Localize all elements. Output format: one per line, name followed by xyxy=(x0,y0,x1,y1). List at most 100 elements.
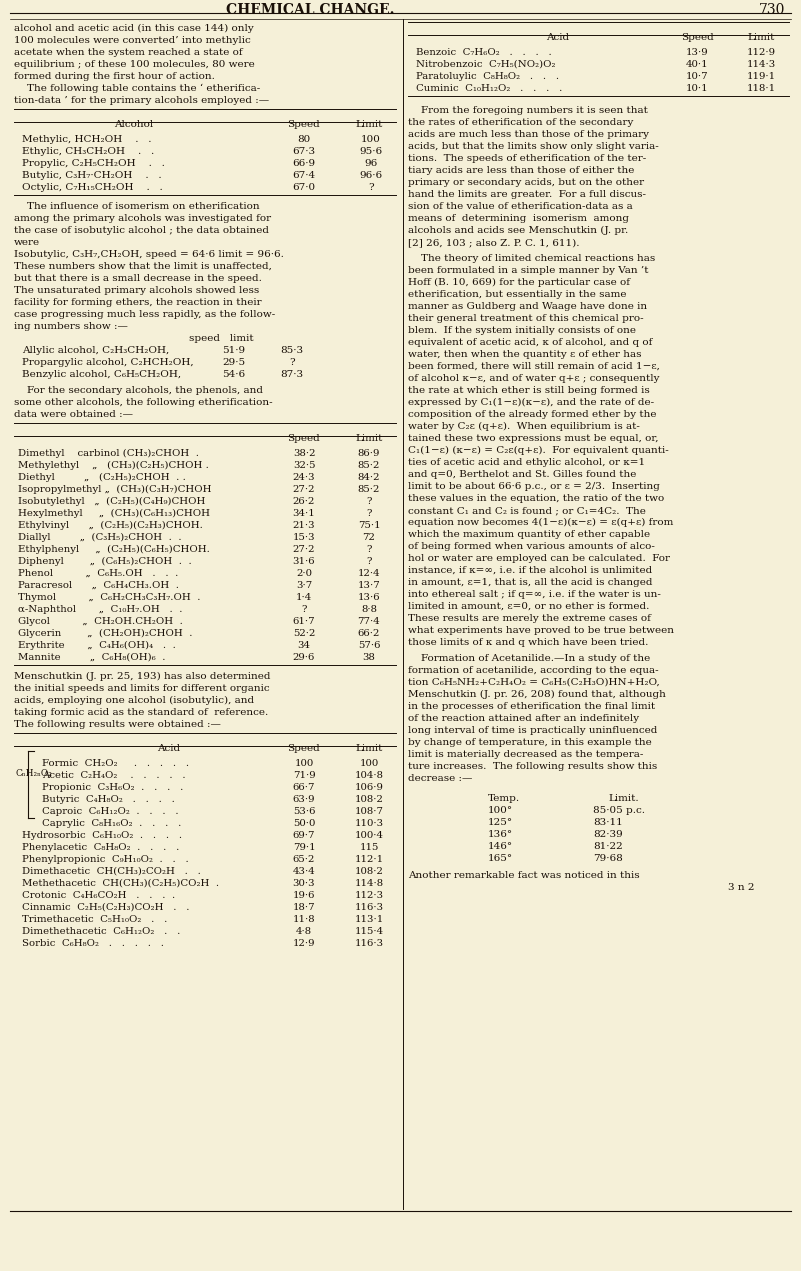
Text: Caproic  C₆H₁₂O₂  .   .   .   .: Caproic C₆H₁₂O₂ . . . . xyxy=(42,807,179,816)
Text: 66·2: 66·2 xyxy=(358,629,380,638)
Text: acetate when the system reached a state of: acetate when the system reached a state … xyxy=(14,48,243,57)
Text: Menschutkin (J. pr. 25, 193) has also determined: Menschutkin (J. pr. 25, 193) has also de… xyxy=(14,672,271,681)
Text: 12·4: 12·4 xyxy=(358,569,380,578)
Text: limit is materially decreased as the tempera-: limit is materially decreased as the tem… xyxy=(408,750,643,759)
Text: Glycerin        „  (CH₂OH)₂CHOH  .: Glycerin „ (CH₂OH)₂CHOH . xyxy=(18,629,192,638)
Text: 31·6: 31·6 xyxy=(292,557,316,566)
Text: 61·7: 61·7 xyxy=(292,616,316,627)
Text: expressed by C₁(1−ε)(κ−ε), and the rate of de-: expressed by C₁(1−ε)(κ−ε), and the rate … xyxy=(408,398,654,407)
Text: Isobutylethyl   „  (C₂H₅)(C₄H₉)CHOH: Isobutylethyl „ (C₂H₅)(C₄H₉)CHOH xyxy=(18,497,205,506)
Text: Formation of Acetanilide.—In a study of the: Formation of Acetanilide.—In a study of … xyxy=(408,655,650,663)
Text: 108·2: 108·2 xyxy=(355,867,384,876)
Text: Hoff (B. 10, 669) for the particular case of: Hoff (B. 10, 669) for the particular cas… xyxy=(408,278,630,287)
Text: alcohol and acetic acid (in this case 144) only: alcohol and acetic acid (in this case 14… xyxy=(14,24,254,33)
Text: Trimethacetic  C₅H₁₀O₂   .   .: Trimethacetic C₅H₁₀O₂ . . xyxy=(22,915,167,924)
Text: 19·6: 19·6 xyxy=(292,891,316,900)
Text: 100·4: 100·4 xyxy=(355,831,384,840)
Text: 85·3: 85·3 xyxy=(280,346,304,355)
Text: hol or water are employed can be calculated.  For: hol or water are employed can be calcula… xyxy=(408,554,670,563)
Text: 67·4: 67·4 xyxy=(292,172,316,180)
Text: 13·9: 13·9 xyxy=(686,48,708,57)
Text: 26·2: 26·2 xyxy=(293,497,315,506)
Text: Acid: Acid xyxy=(546,33,570,42)
Text: 119·1: 119·1 xyxy=(747,72,775,81)
Text: 11·8: 11·8 xyxy=(292,915,316,924)
Text: ?: ? xyxy=(289,358,295,367)
Text: composition of the already formed ether by the: composition of the already formed ether … xyxy=(408,411,657,419)
Text: among the primary alcohols was investigated for: among the primary alcohols was investiga… xyxy=(14,214,271,222)
Text: manner as Guldberg and Waage have done in: manner as Guldberg and Waage have done i… xyxy=(408,302,647,311)
Text: formed during the first hour of action.: formed during the first hour of action. xyxy=(14,72,215,81)
Text: 81·22: 81·22 xyxy=(593,841,622,852)
Text: 85·2: 85·2 xyxy=(358,461,380,470)
Text: 100: 100 xyxy=(360,759,379,768)
Text: tion C₆H₅NH₂+C₂H₄O₂ = C₆H₅(C₂H₃O)HN+H₂O,: tion C₆H₅NH₂+C₂H₄O₂ = C₆H₅(C₂H₃O)HN+H₂O, xyxy=(408,677,660,688)
Text: 38·2: 38·2 xyxy=(292,449,316,458)
Text: 116·3: 116·3 xyxy=(354,939,384,948)
Text: those limits of κ and q which have been tried.: those limits of κ and q which have been … xyxy=(408,638,648,647)
Text: 32·5: 32·5 xyxy=(292,461,316,470)
Text: 100 molecules were converted’ into methylic: 100 molecules were converted’ into methy… xyxy=(14,36,251,44)
Text: ?: ? xyxy=(301,605,307,614)
Text: 13·6: 13·6 xyxy=(358,594,380,602)
Text: From the foregoing numbers it is seen that: From the foregoing numbers it is seen th… xyxy=(408,105,648,114)
Text: Speed: Speed xyxy=(288,119,320,128)
Text: Acid: Acid xyxy=(158,744,180,752)
Text: Ethylic, CH₃CH₂OH    .   .: Ethylic, CH₃CH₂OH . . xyxy=(22,147,155,156)
Text: Limit: Limit xyxy=(747,33,775,42)
Text: Erythrite       „  C₄H₆(OH)₄   .  .: Erythrite „ C₄H₆(OH)₄ . . xyxy=(18,641,176,651)
Text: ing numbers show :—: ing numbers show :— xyxy=(14,322,128,330)
Text: 86·9: 86·9 xyxy=(358,449,380,458)
Text: taking formic acid as the standard of  reference.: taking formic acid as the standard of re… xyxy=(14,708,268,717)
Text: instance, if κ=∞, i.e. if the alcohol is unlimited: instance, if κ=∞, i.e. if the alcohol is… xyxy=(408,566,652,574)
Text: long interval of time is practically uninfluenced: long interval of time is practically uni… xyxy=(408,726,658,735)
Text: Isobutylic, C₃H₇,CH₂OH, speed = 64·6 limit = 96·6.: Isobutylic, C₃H₇,CH₂OH, speed = 64·6 lim… xyxy=(14,250,284,259)
Text: and q=0, Berthelot and St. Gilles found the: and q=0, Berthelot and St. Gilles found … xyxy=(408,470,636,479)
Text: Acetic  C₂H₄O₂    .   .   .   .   .: Acetic C₂H₄O₂ . . . . . xyxy=(42,771,186,780)
Text: 15·3: 15·3 xyxy=(292,533,316,541)
Text: Paratoluylic  C₈H₈O₂   .   .   .: Paratoluylic C₈H₈O₂ . . . xyxy=(416,72,559,81)
Text: 104·8: 104·8 xyxy=(355,771,384,780)
Text: 79·68: 79·68 xyxy=(593,854,622,863)
Text: facility for forming ethers, the reaction in their: facility for forming ethers, the reactio… xyxy=(14,297,262,308)
Text: 116·3: 116·3 xyxy=(354,902,384,913)
Text: Temp.: Temp. xyxy=(488,794,520,803)
Text: Limit: Limit xyxy=(356,119,383,128)
Text: tion-data ’ for the primary alcohols employed :—: tion-data ’ for the primary alcohols emp… xyxy=(14,97,269,105)
Text: the case of isobutylic alcohol ; the data obtained: the case of isobutylic alcohol ; the dat… xyxy=(14,226,269,235)
Text: 79·1: 79·1 xyxy=(292,843,316,852)
Text: Propargylic alcohol, C₂HCH₂OH,: Propargylic alcohol, C₂HCH₂OH, xyxy=(22,358,194,367)
Text: 38: 38 xyxy=(363,653,376,662)
Text: decrease :—: decrease :— xyxy=(408,774,473,783)
Text: 85·2: 85·2 xyxy=(358,486,380,494)
Text: α-Naphthol       „  C₁₀H₇.OH   .  .: α-Naphthol „ C₁₀H₇.OH . . xyxy=(18,605,183,614)
Text: equation now becomes 4(1−ε)(κ−ε) = ε(q+ε) from: equation now becomes 4(1−ε)(κ−ε) = ε(q+ε… xyxy=(408,519,674,527)
Text: 43·4: 43·4 xyxy=(292,867,316,876)
Text: Limit: Limit xyxy=(356,744,383,752)
Text: 29·5: 29·5 xyxy=(223,358,246,367)
Text: 96·6: 96·6 xyxy=(360,172,383,180)
Text: 27·2: 27·2 xyxy=(292,486,316,494)
Text: 8·8: 8·8 xyxy=(361,605,377,614)
Text: 69·7: 69·7 xyxy=(292,831,316,840)
Text: constant C₁ and C₂ is found ; or C₁=4C₂.  The: constant C₁ and C₂ is found ; or C₁=4C₂.… xyxy=(408,506,646,515)
Text: data were obtained :—: data were obtained :— xyxy=(14,411,133,419)
Text: water, then when the quantity ε of ether has: water, then when the quantity ε of ether… xyxy=(408,350,642,358)
Text: 730: 730 xyxy=(759,3,785,17)
Text: 1·4: 1·4 xyxy=(296,594,312,602)
Text: 95·6: 95·6 xyxy=(360,147,383,156)
Text: Phenol          „  C₆H₅.OH   .   .  .: Phenol „ C₆H₅.OH . . . xyxy=(18,569,179,578)
Text: acids are much less than those of the primary: acids are much less than those of the pr… xyxy=(408,130,649,139)
Text: 67·3: 67·3 xyxy=(292,147,316,156)
Text: into ethereal salt ; if q=∞, i.e. if the water is un-: into ethereal salt ; if q=∞, i.e. if the… xyxy=(408,590,661,599)
Text: C₁(1−ε) (κ−ε) = C₂ε(q+ε).  For equivalent quanti-: C₁(1−ε) (κ−ε) = C₂ε(q+ε). For equivalent… xyxy=(408,446,669,455)
Text: Thymol          „  C₆H₂CH₃C₃H₇.OH  .: Thymol „ C₆H₂CH₃C₃H₇.OH . xyxy=(18,594,200,602)
Text: Crotonic  C₄H₆CO₂H   .   .   .  .: Crotonic C₄H₆CO₂H . . . . xyxy=(22,891,175,900)
Text: 2·0: 2·0 xyxy=(296,569,312,578)
Text: For the secondary alcohols, the phenols, and: For the secondary alcohols, the phenols,… xyxy=(14,386,263,395)
Text: the initial speeds and limits for different organic: the initial speeds and limits for differ… xyxy=(14,684,270,693)
Text: some other alcohols, the following etherification-: some other alcohols, the following ether… xyxy=(14,398,272,407)
Text: tained these two expressions must be equal, or,: tained these two expressions must be equ… xyxy=(408,433,658,444)
Text: 115·4: 115·4 xyxy=(354,927,384,935)
Text: water by C₂ε (q+ε).  When equilibrium is at-: water by C₂ε (q+ε). When equilibrium is … xyxy=(408,422,640,431)
